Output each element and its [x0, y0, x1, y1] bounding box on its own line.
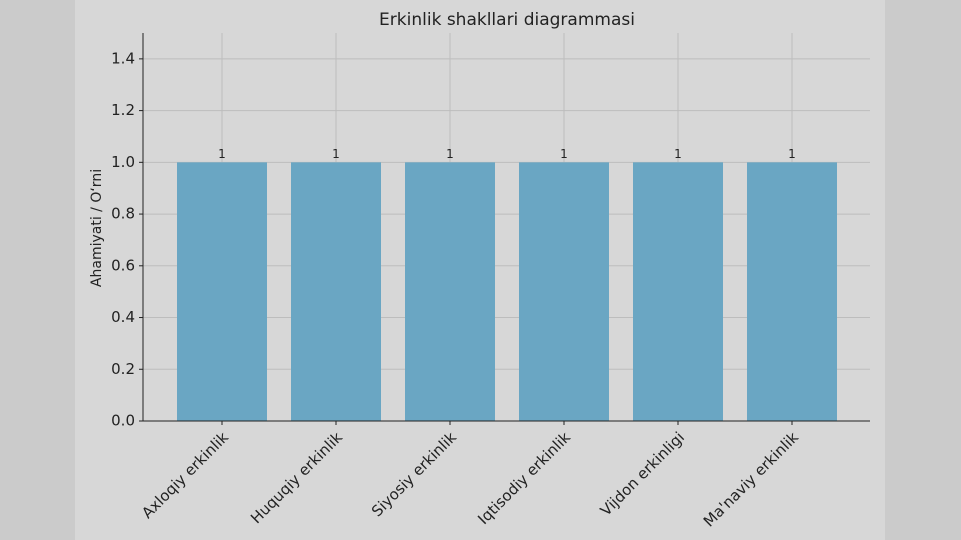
value-label: 1 [674, 147, 682, 161]
y-tick-label: 1.4 [111, 49, 135, 67]
chart-title: Erkinlik shakllari diagrammasi [379, 10, 635, 30]
y-tick-label: 0.0 [111, 412, 135, 430]
y-tick-label: 0.8 [111, 205, 135, 223]
value-label: 1 [788, 147, 796, 161]
bar [405, 162, 495, 422]
value-label: 1 [560, 147, 568, 161]
bar [633, 162, 723, 422]
value-label: 1 [446, 147, 454, 161]
bar [177, 162, 267, 422]
y-tick-label: 0.2 [111, 360, 135, 378]
y-tick-label: 1.0 [111, 153, 135, 171]
bar [747, 162, 837, 422]
y-tick-label: 1.2 [111, 101, 135, 119]
y-tick-label: 0.4 [111, 308, 135, 326]
y-tick-label: 0.6 [111, 256, 135, 274]
y-axis-label: Ahamiyati / O‘rni [89, 169, 105, 287]
value-label: 1 [218, 147, 226, 161]
bar [291, 162, 381, 422]
value-label: 1 [332, 147, 340, 161]
bar [519, 162, 609, 422]
